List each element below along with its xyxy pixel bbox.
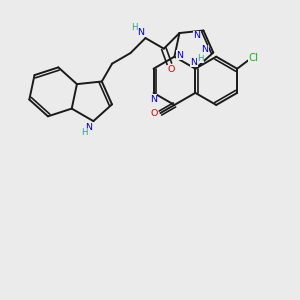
Text: N: N [150,95,157,104]
Text: Cl: Cl [248,53,258,63]
Text: H: H [131,23,137,32]
Text: N: N [190,58,197,67]
Text: O: O [167,65,175,74]
Text: N: N [176,51,183,60]
Text: N: N [137,28,144,37]
Text: O: O [150,109,158,118]
Text: H: H [197,54,204,63]
Text: H: H [81,128,88,137]
Text: N: N [202,45,208,54]
Text: N: N [85,123,92,132]
Text: N: N [194,31,200,40]
